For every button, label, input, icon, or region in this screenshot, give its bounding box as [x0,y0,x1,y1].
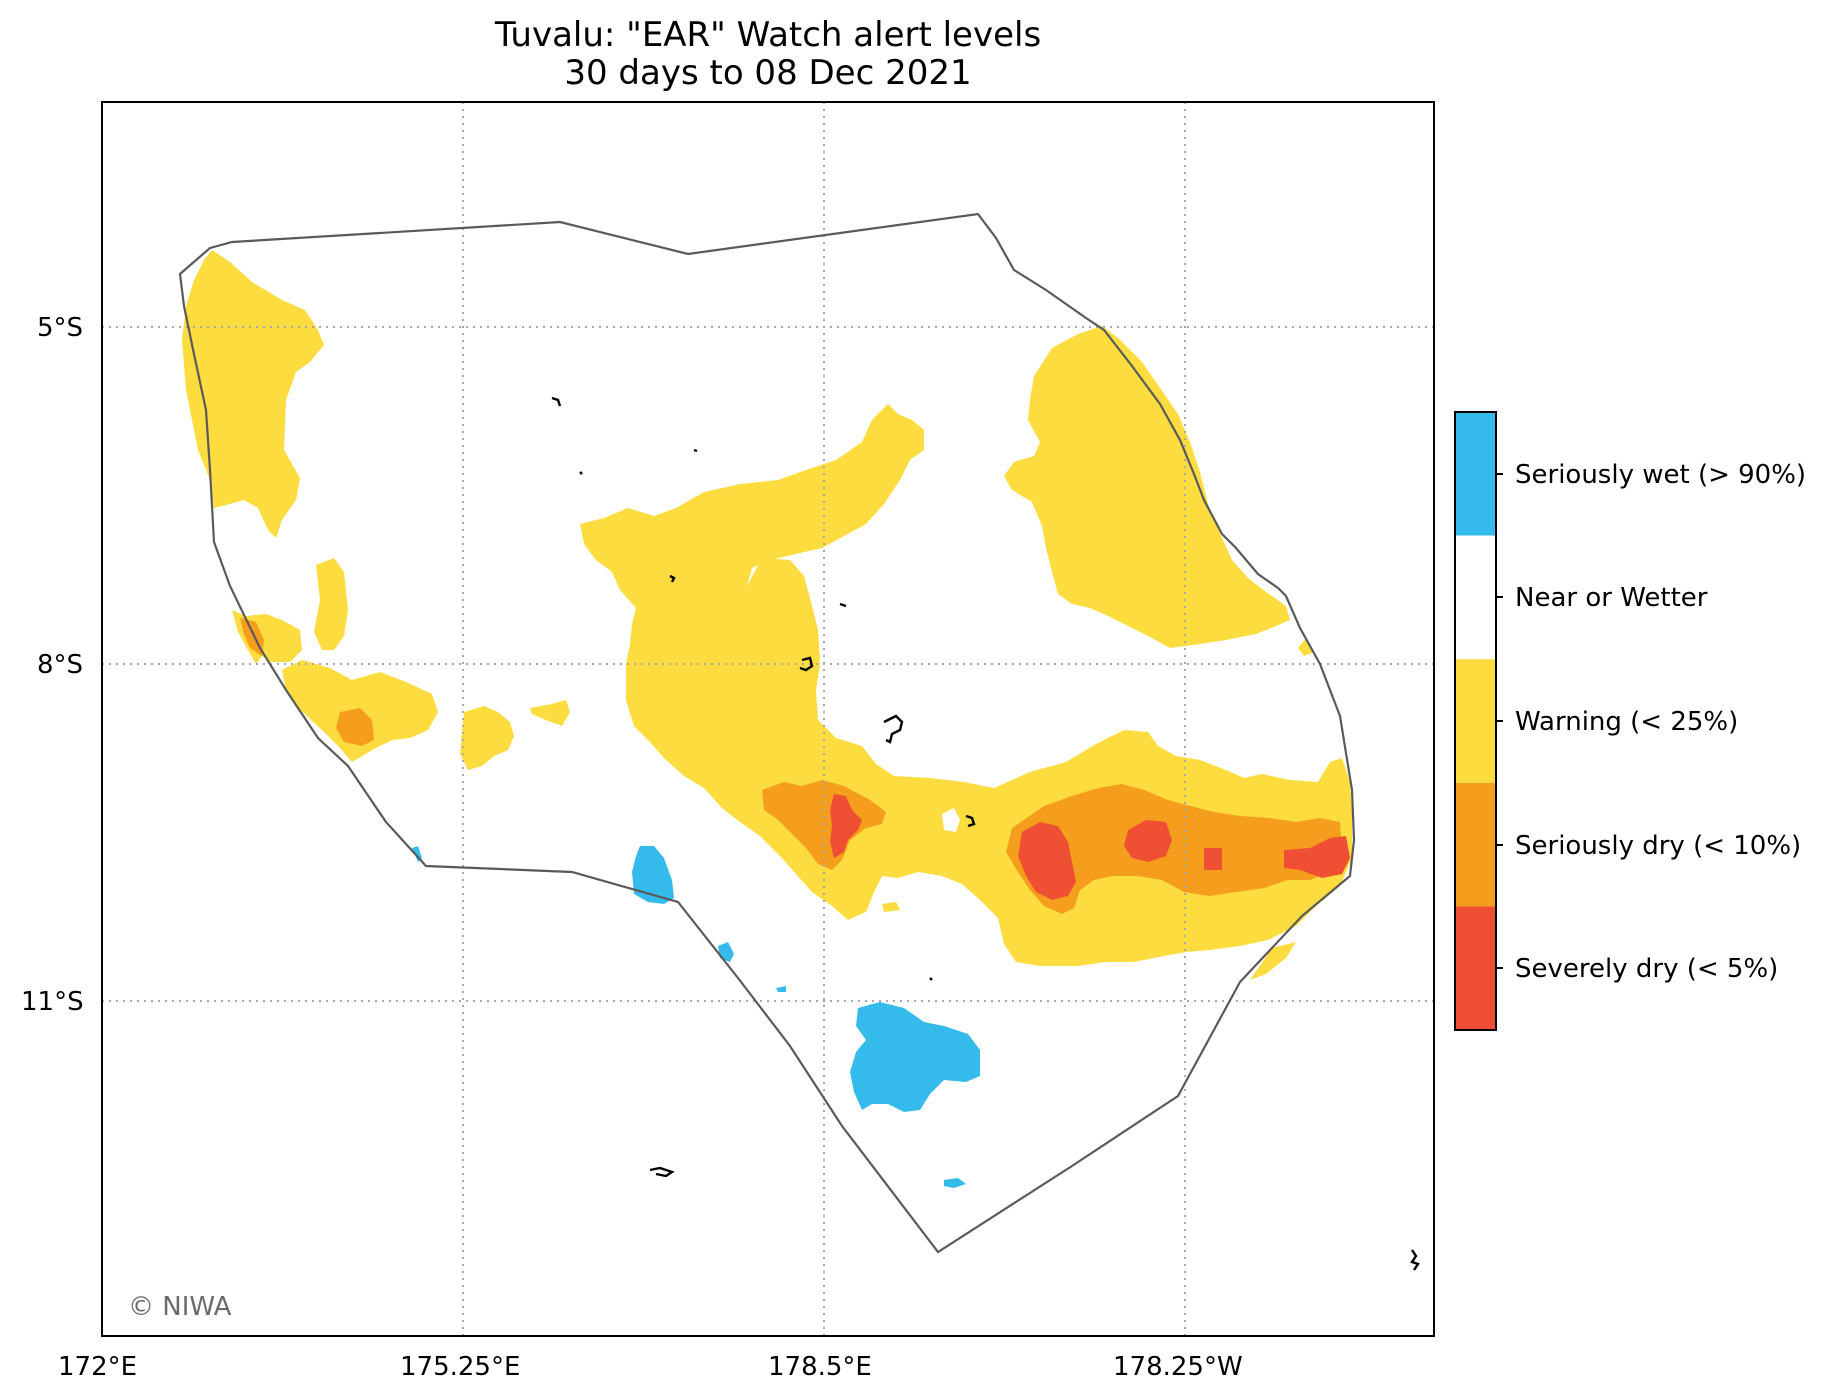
island-niulakita [929,977,933,981]
legend-swatch-near-or-wetter [1455,535,1496,660]
warning-region-south-sliver [1250,942,1296,980]
warning-region-small-2 [530,700,570,726]
island-nukulaelae [965,814,976,828]
seriously-wet-region-south [850,1002,980,1112]
y-tick-label: 8°S [37,650,84,680]
near-or-wetter-patch-2 [1272,752,1320,776]
y-tick-label: 11°S [21,987,84,1017]
legend-swatch-seriously-wet [1455,412,1496,536]
severely-dry-region-east-3 [1204,848,1222,870]
legend-label: Warning (< 25%) [1515,707,1739,737]
warning-region-northeast [1004,326,1290,648]
island-nanumanga [579,471,583,475]
y-tick-label: 5°S [37,313,84,343]
seriously-wet-region-south-small [944,1178,966,1188]
seriously-wet-region-small [718,942,734,962]
seriously-dry-region-southwest [336,708,374,746]
warning-region-small-1 [460,706,514,770]
warning-region-northwest [182,250,324,538]
legend-swatch-severely-dry [1455,906,1496,1030]
map-title: Tuvalu: "EAR" Watch alert levels [494,15,1042,55]
islands [551,396,1420,1271]
gridlines [102,102,1434,1336]
island-nukufetau [799,656,814,672]
near-or-wetter-patches [942,752,1320,832]
seriously-wet-region-central [632,846,674,904]
x-tick-label: 178.25°W [1113,1352,1243,1382]
severely-dry-region-east-4 [1284,836,1350,878]
legend-colorbar [1454,411,1503,1031]
legend-label: Seriously dry (< 10%) [1515,831,1802,861]
severely-dry-region-central [830,794,862,858]
seriously-dry-region-east [1006,784,1342,914]
seriously-dry-region-west [240,618,264,656]
severely-dry-region-east-1 [1018,822,1076,900]
legend-label: Severely dry (< 5%) [1515,954,1779,984]
severely-dry-region-east-2 [1124,820,1172,862]
eez-boundary [178,212,1356,1254]
warning-region-west-finger [314,558,348,650]
copyright-credit: © NIWA [128,1292,232,1322]
legend-swatch-warning [1455,659,1496,783]
seriously-wet-region-dot [776,986,786,992]
island-niutao [693,448,698,453]
island-vaitupu [839,602,847,608]
x-tick-label: 175.25°E [400,1352,521,1382]
map-subtitle: 30 days to 08 Dec 2021 [564,53,972,93]
x-tick-label: 172°E [58,1352,138,1382]
map-layers [102,102,1434,1336]
severely-dry-regions [830,794,1350,900]
legend-label: Seriously wet (> 90%) [1515,460,1807,490]
legend-swatch-seriously-dry [1455,782,1496,907]
legend-label: Near or Wetter [1515,583,1708,613]
island-funafuti [883,714,904,744]
seriously-wet-regions [412,846,980,1188]
island-south-west [649,1166,675,1178]
warning-region-west [232,610,302,664]
island-nui [669,574,676,583]
x-tick-label: 178.5°E [768,1352,872,1382]
near-or-wetter-patch-1 [942,808,960,832]
warning-region-dot [882,902,900,912]
island-far-east [1410,1249,1420,1271]
plot-frame [101,101,1435,1337]
warning-region-east-tip [1298,638,1314,656]
island-nanumea [551,396,562,407]
